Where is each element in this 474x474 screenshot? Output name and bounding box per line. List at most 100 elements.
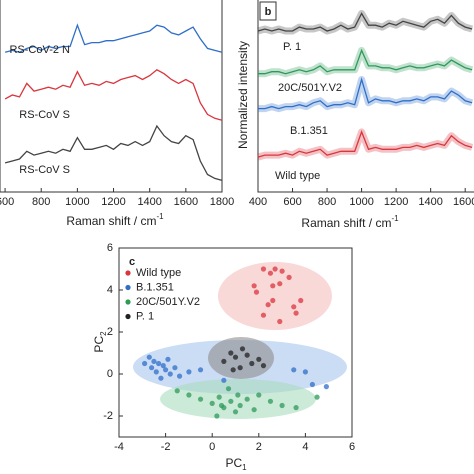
scatter-point bbox=[230, 367, 236, 373]
scatter-point bbox=[251, 407, 257, 413]
scatter-point bbox=[158, 375, 164, 381]
scatter-point bbox=[302, 369, 308, 375]
plot-frame bbox=[118, 247, 353, 438]
y-axis-label: PC2 bbox=[92, 331, 108, 353]
scatter-point bbox=[214, 413, 220, 419]
scatter-point bbox=[221, 377, 227, 383]
scatter-point bbox=[256, 392, 262, 398]
line-band bbox=[258, 46, 474, 78]
legend-marker bbox=[125, 270, 131, 276]
scatter-point bbox=[267, 398, 274, 404]
panel-label: b bbox=[265, 6, 272, 18]
y-axis-label-text: Normalized intensity bbox=[236, 41, 250, 149]
scatter-point bbox=[277, 318, 283, 325]
scatter-point bbox=[270, 297, 276, 304]
legend-label: B.1.351 bbox=[136, 281, 174, 293]
y-tick-label: 2 bbox=[107, 326, 113, 338]
scatter-point bbox=[237, 402, 243, 409]
scatter-point bbox=[197, 396, 204, 402]
x-axis-label: PC1 bbox=[225, 456, 247, 472]
scatter-point bbox=[153, 369, 159, 375]
spectrum-line bbox=[4, 124, 223, 182]
y-axis-label-sub: 2 bbox=[99, 331, 108, 336]
scatter-point bbox=[291, 367, 297, 373]
x-tick-label: 1600 bbox=[174, 196, 198, 208]
scatter-point bbox=[253, 289, 260, 295]
x-axis-label-text: Raman shift / cm bbox=[66, 214, 156, 228]
scatter-point bbox=[265, 302, 271, 308]
scatter-point bbox=[197, 367, 204, 373]
scatter-point bbox=[279, 402, 285, 409]
scatter-point bbox=[239, 346, 246, 352]
x-tick-label: 1000 bbox=[349, 196, 373, 208]
x-tick-label: 800 bbox=[32, 196, 50, 208]
scatter-point bbox=[293, 405, 299, 411]
scatter-point bbox=[272, 266, 278, 272]
scatter-point bbox=[244, 352, 250, 358]
scatter-point bbox=[151, 358, 157, 364]
scatter-point bbox=[291, 304, 297, 310]
series-label: 20C/501Y.V2 bbox=[278, 82, 342, 94]
legend-marker bbox=[125, 299, 131, 305]
scatter-point bbox=[167, 371, 173, 377]
scatter-point bbox=[251, 283, 257, 289]
series-label: Wild type bbox=[275, 170, 320, 182]
scatter-point bbox=[279, 268, 285, 274]
x-tick-label: 600 bbox=[283, 196, 301, 208]
ellipse bbox=[208, 337, 274, 379]
scatter-point bbox=[221, 358, 227, 364]
scatter-point bbox=[186, 369, 192, 375]
y-axis-label: Normalized intensity bbox=[236, 41, 250, 149]
x-tick-label: 4 bbox=[302, 441, 308, 453]
spectrum-line bbox=[257, 130, 473, 158]
series-label: P. 1 bbox=[283, 41, 301, 53]
scatter-point bbox=[218, 402, 225, 409]
series-label: B.1.351 bbox=[290, 125, 328, 137]
x-tick-label: 1600 bbox=[453, 196, 474, 208]
y-tick-label: 0 bbox=[107, 368, 113, 380]
scatter-point bbox=[293, 310, 299, 316]
x-axis-label-sub: 1 bbox=[242, 463, 247, 472]
series-label: RS-CoV-2 N bbox=[9, 44, 70, 56]
scatter-point bbox=[270, 283, 276, 289]
scatter-point bbox=[228, 350, 234, 356]
plot-frame bbox=[0, 0, 223, 193]
x-tick-label: 1400 bbox=[137, 196, 161, 208]
scatter-point bbox=[172, 365, 178, 371]
scatter-point bbox=[260, 266, 267, 272]
spectrum-line bbox=[258, 77, 473, 110]
x-tick-label: -2 bbox=[161, 441, 171, 453]
legend-label: Wild type bbox=[136, 267, 181, 279]
scatter-point bbox=[149, 365, 155, 371]
scatter-point bbox=[174, 388, 180, 394]
x-axis-label-sup: -1 bbox=[391, 214, 399, 223]
spectrum-line bbox=[4, 69, 223, 121]
ellipse bbox=[218, 262, 332, 330]
series-label: RS-CoV S bbox=[19, 164, 70, 176]
scatter-point bbox=[176, 373, 183, 379]
scatter-point bbox=[260, 312, 267, 318]
scatter-point bbox=[298, 297, 304, 304]
y-tick-label: 4 bbox=[107, 284, 113, 296]
x-tick-label: 1400 bbox=[418, 196, 442, 208]
scatter-point bbox=[232, 354, 239, 360]
x-axis-label-text: PC bbox=[225, 456, 242, 470]
y-tick-label: -2 bbox=[103, 410, 113, 422]
x-tick-label: 800 bbox=[318, 196, 336, 208]
legend-marker bbox=[125, 313, 131, 320]
line-band bbox=[257, 10, 474, 35]
scatter-point bbox=[235, 392, 241, 398]
scatter-point bbox=[323, 384, 329, 390]
legend-label: P. 1 bbox=[136, 310, 154, 322]
scatter-point bbox=[244, 396, 250, 402]
x-tick-label: 400 bbox=[249, 196, 267, 208]
scatter-point bbox=[163, 367, 169, 373]
x-axis-label: Raman shift / cm-1 bbox=[66, 212, 164, 228]
x-tick-label: -4 bbox=[114, 441, 124, 453]
spectrum-line bbox=[258, 48, 473, 75]
scatter-point bbox=[216, 394, 222, 400]
scatter-point bbox=[277, 281, 283, 287]
x-axis-label-text: Raman shift / cm bbox=[301, 216, 391, 230]
scatter-point bbox=[165, 356, 171, 362]
